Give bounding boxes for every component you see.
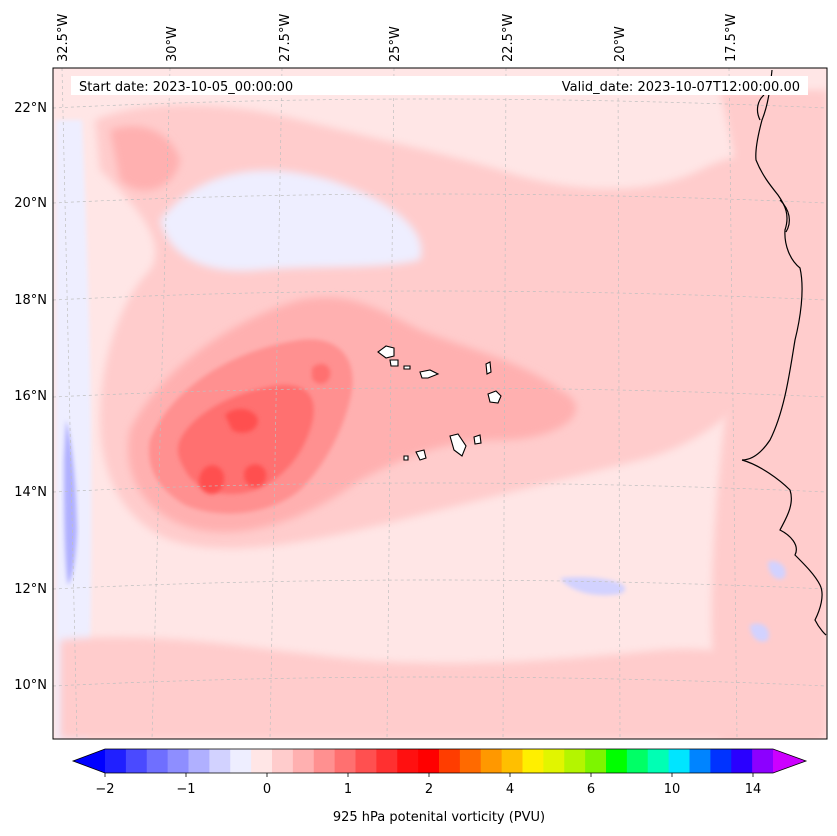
lat-label: 10°N [14, 678, 47, 693]
colorbar-cell [125, 749, 148, 773]
colorbar-cell [626, 749, 649, 773]
colorbar-cell [209, 749, 231, 773]
colorbar: −2 −1 0 1 2 4 6 10 14 925 hPa potenital … [71, 748, 808, 825]
colorbar-under-arrow [73, 749, 105, 773]
longitude-labels: 32.5°W 30°W 27.5°W 25°W 22.5°W 20°W 17.5… [56, 14, 739, 62]
lon-label: 30°W [165, 26, 180, 62]
start-date-label: Start date: 2023-10-05_00:00:00 [79, 80, 293, 95]
pv-region-negative-north [160, 170, 422, 271]
colorbar-cell [606, 749, 628, 773]
lat-label: 20°N [14, 196, 47, 211]
island-sao-vicente [389, 359, 399, 367]
colorbar-cell [188, 749, 210, 773]
pv-region-negative-east-c [768, 561, 786, 580]
colorbar-cell [230, 749, 252, 773]
island-santiago [449, 433, 467, 457]
pv-region-max-c [225, 408, 258, 433]
african-coastline [741, 69, 827, 636]
lat-label: 16°N [14, 389, 47, 404]
island-brava [403, 455, 409, 461]
colorbar-cell [376, 749, 398, 773]
lon-label: 25°W [388, 26, 403, 62]
colorbar-cell [522, 749, 544, 773]
colorbar-cell [459, 749, 482, 773]
colorbar-cell [355, 749, 377, 773]
pv-region-negative-west [56, 120, 92, 739]
colorbar-cell [272, 749, 294, 773]
island-maio [473, 434, 482, 445]
colorbar-cell [501, 749, 524, 773]
colorbar-cell [105, 749, 127, 773]
colorbar-cell [480, 749, 503, 773]
colorbar-over-arrow [773, 749, 806, 773]
graticule [53, 68, 827, 739]
colorbar-tick-label: 2 [425, 782, 433, 797]
colorbar-tick-label: 0 [263, 782, 271, 797]
colorbar-cell [710, 749, 732, 773]
lon-label: 27.5°W [278, 14, 293, 62]
pv-region-medium-north [110, 126, 180, 191]
colorbar-tick-label: 4 [506, 782, 514, 797]
latitude-labels: 22°N 20°N 18°N 16°N 14°N 12°N 10°N [14, 101, 47, 693]
pv-region-max-b [244, 464, 267, 488]
date-info-box [71, 76, 808, 95]
lon-label: 20°W [613, 26, 628, 62]
colorbar-tick-label: 10 [664, 782, 681, 797]
island-sao-nicolau [419, 369, 440, 379]
pv-region-max-a [199, 465, 225, 495]
lon-label: 17.5°W [724, 14, 739, 62]
colorbar-cell [689, 749, 711, 773]
colorbar-tick-labels: −2 −1 0 1 2 4 6 10 14 [95, 782, 761, 797]
pv-region-negative-west-core [64, 420, 77, 585]
colorbar-cell [397, 749, 419, 773]
colorbar-cell [543, 749, 565, 773]
colorbar-cell [668, 749, 691, 773]
pv-region-southeast-positive [60, 637, 820, 739]
pv-region-max-d [312, 363, 331, 384]
colorbar-tick-label: 1 [344, 782, 352, 797]
colorbar-tick-label: −2 [95, 782, 114, 797]
colorbar-cell [585, 749, 607, 773]
colorbar-tick-label: 6 [587, 782, 595, 797]
lat-label: 14°N [14, 485, 47, 500]
pv-region-negative-east-b [750, 623, 769, 642]
colorbar-cell [167, 749, 190, 773]
cape-verde-islands [377, 345, 502, 461]
colorbar-cell [334, 749, 357, 773]
colorbar-cell [146, 749, 169, 773]
pv-contour-field [56, 90, 827, 739]
colorbar-cells [105, 749, 774, 773]
island-santo-antao [377, 345, 395, 359]
island-santa-luzia [403, 365, 411, 370]
colorbar-tick-label: 14 [745, 782, 762, 797]
colorbar-tick-label: −1 [176, 782, 195, 797]
island-fogo [415, 449, 427, 461]
lat-label: 22°N [14, 101, 47, 116]
colorbar-cell [313, 749, 336, 773]
colorbar-cell [439, 749, 461, 773]
pv-region-negative-east [560, 577, 626, 596]
lat-label: 18°N [14, 293, 47, 308]
lon-label: 32.5°W [56, 14, 71, 62]
colorbar-cell [418, 749, 440, 773]
colorbar-ticks [104, 773, 754, 777]
colorbar-cell [564, 749, 586, 773]
island-boa-vista [487, 390, 502, 404]
colorbar-cell [647, 749, 670, 773]
valid-date-label: Valid_date: 2023-10-07T12:00:00.00 [562, 80, 800, 95]
colorbar-cell [292, 749, 315, 773]
colorbar-cell [731, 749, 753, 773]
colorbar-cell [251, 749, 273, 773]
lat-label: 12°N [14, 582, 47, 597]
map-frame [52, 67, 828, 740]
map-panel: Start date: 2023-10-05_00:00:00 Valid_da… [14, 14, 828, 740]
colorbar-title: 925 hPa potenital vorticity (PVU) [333, 810, 545, 825]
island-sal [485, 361, 492, 375]
lon-label: 22.5°W [501, 14, 516, 62]
colorbar-cell [752, 749, 774, 773]
pv-region-coast-band [711, 90, 827, 739]
